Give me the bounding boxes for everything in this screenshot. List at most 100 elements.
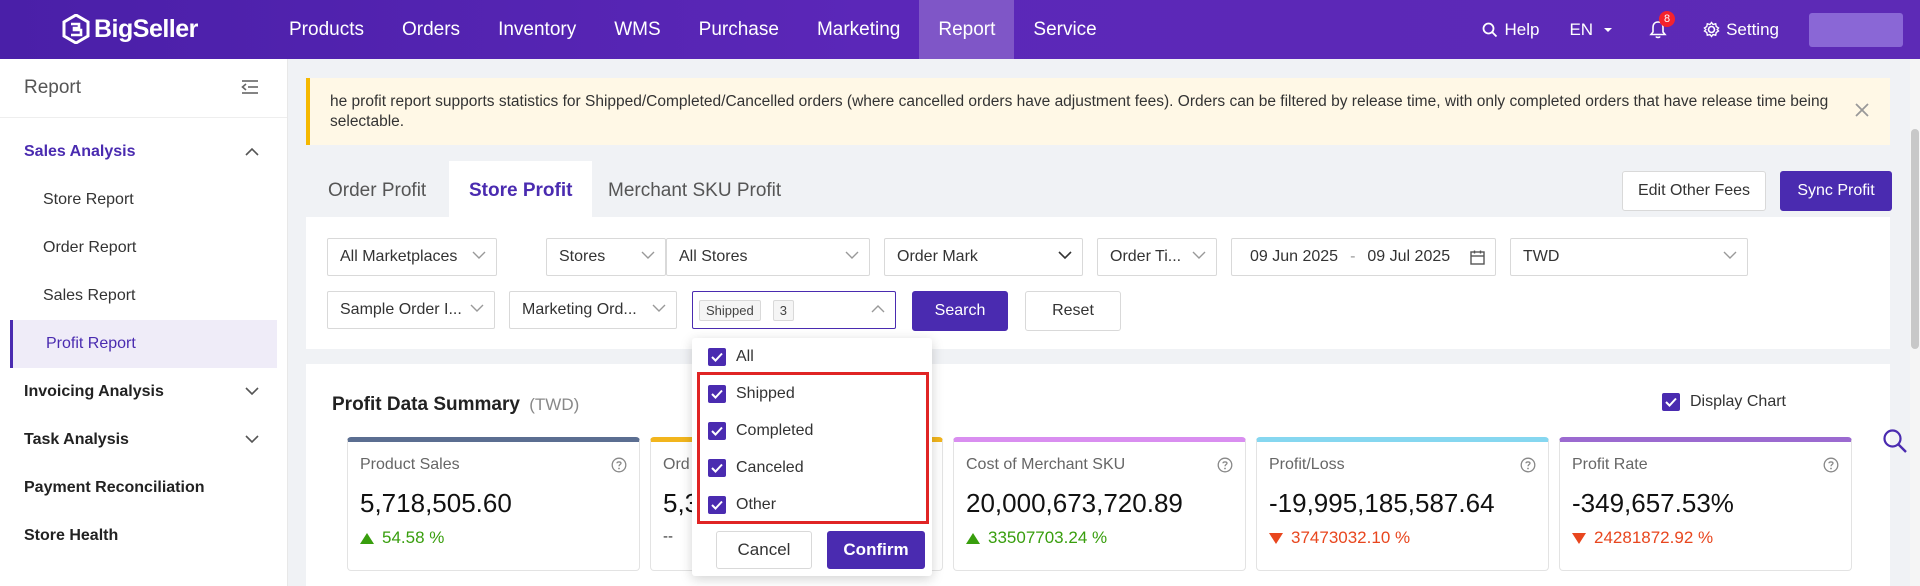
sidebar-group-task-analysis[interactable]: Task Analysis [0,416,287,464]
nav-products[interactable]: Products [289,18,364,40]
tab-store-profit[interactable]: Store Profit [449,161,593,217]
chevron-down-icon [1192,251,1206,259]
sidebar-header: Report [0,59,287,118]
stores-select-value: All Stores [679,248,748,265]
search-button[interactable]: Search [912,291,1008,331]
metric-change: 37473032.10 % [1269,528,1536,548]
stores-select[interactable]: All Stores [666,238,870,276]
status-option-shipped[interactable]: Shipped [708,380,795,408]
collapse-menu-icon[interactable] [241,79,259,95]
status-option-all[interactable]: All [708,343,754,371]
marketing-order-select[interactable]: Marketing Ord... [509,291,677,329]
metric-card-cost-of-merchant-sku: Cost of Merchant SKU 20,000,673,720.89 3… [953,437,1246,571]
nav-marketing[interactable]: Marketing [816,18,901,40]
sidebar-group-store-health[interactable]: Store Health [24,527,119,544]
metric-change: 54.58 % [360,528,627,548]
metric-change-value: 37473032.10 % [1291,528,1411,547]
tab-merchant-sku-profit[interactable]: Merchant SKU Profit [608,180,782,201]
currency-select-value: TWD [1523,248,1560,265]
user-avatar[interactable] [1809,12,1903,47]
marketplace-select[interactable]: All Marketplaces [327,238,497,276]
page-scrollbar[interactable] [1910,59,1920,586]
metric-label: Ord [663,456,690,473]
order-mark-select[interactable]: Order Mark [884,238,1083,276]
sample-order-select[interactable]: Sample Order I... [327,291,495,329]
language-selector[interactable]: EN [1569,20,1619,40]
gear-icon [1703,21,1720,38]
metric-change-value: 54.58 % [382,528,445,547]
metric-change-value: 33507703.24 % [988,528,1108,547]
status-option-other[interactable]: Other [708,491,776,519]
checkbox-checked-icon [1661,393,1680,411]
notifications-button[interactable]: 8 [1649,11,1676,39]
status-option-label: All [736,348,754,365]
profit-data-summary: Profit Data Summary (TWD) Display Chart … [306,364,1890,586]
help-circle-icon[interactable] [1217,457,1233,473]
summary-currency: (TWD) [529,395,580,414]
help-circle-icon[interactable] [1823,457,1839,473]
metric-change: -- [663,528,673,545]
status-option-canceled[interactable]: Canceled [708,454,804,482]
nav-inventory[interactable]: Inventory [498,18,577,40]
order-time-type-select[interactable]: Order Ti... [1097,238,1217,276]
setting-label: Setting [1726,19,1779,39]
date-from: 09 Jun 2025 [1250,248,1339,265]
nav-wms[interactable]: WMS [614,18,661,40]
alert-text: he profit report supports statistics for… [330,93,1829,130]
checkbox-checked-icon [708,422,726,440]
chevron-down-icon [652,304,666,312]
chevron-up-icon [245,147,259,156]
metric-card-profit-rate: Profit Rate -349,657.53% 24281872.92 % [1559,437,1852,571]
sidebar-group-payment-reconciliation[interactable]: Payment Reconciliation [24,479,205,496]
close-icon[interactable] [1854,102,1870,118]
tab-order-profit[interactable]: Order Profit [328,180,427,201]
metric-label: Profit Rate [1572,456,1648,473]
sidebar-item-profit-report[interactable]: Profit Report [10,320,277,368]
summary-title-text: Profit Data Summary [332,394,520,415]
help-link[interactable]: Help [1482,20,1539,40]
nav-orders[interactable]: Orders [401,18,461,40]
nav-purchase[interactable]: Purchase [698,18,779,40]
sidebar: Report Sales Analysis Store Report Order… [0,59,288,586]
scrollbar-thumb[interactable] [1911,129,1919,349]
sidebar-item-sales-report[interactable]: Sales Report [43,287,136,304]
top-nav-bar: BigSeller Products Orders Inventory WMS … [0,0,1920,59]
bigseller-logo[interactable]: BigSeller [62,14,198,44]
nav-service[interactable]: Service [1033,18,1097,40]
sidebar-group-label: Sales Analysis [24,143,136,160]
sidebar-item-order-report[interactable]: Order Report [43,239,137,256]
metric-value: 5,718,505.60 [360,488,512,518]
help-circle-icon[interactable] [1520,457,1536,473]
sidebar-group-label: Invoicing Analysis [24,383,164,400]
floating-search-icon[interactable] [1882,428,1908,454]
status-count-tag: 3 [772,299,794,321]
chevron-down-icon [470,304,484,312]
store-type-select[interactable]: Stores [546,238,666,276]
dropdown-confirm-button[interactable]: Confirm [827,531,925,569]
edit-other-fees-button[interactable]: Edit Other Fees [1622,171,1766,211]
marketing-order-select-value: Marketing Ord... [522,301,637,318]
main-nav: Products Orders Inventory WMS Purchase M… [270,0,1116,59]
date-separator: - [1350,248,1356,265]
currency-select[interactable]: TWD [1510,238,1748,276]
display-chart-toggle[interactable]: Display Chart [1661,393,1786,411]
nav-report[interactable]: Report [919,0,1015,59]
status-option-completed[interactable]: Completed [708,417,813,445]
metric-change: 33507703.24 % [966,528,1233,548]
highlight-annotation-box [697,372,929,524]
chevron-down-icon [472,251,486,259]
dropdown-cancel-button[interactable]: Cancel [716,531,812,569]
sidebar-group-sales-analysis[interactable]: Sales Analysis [0,128,287,176]
summary-title: Profit Data Summary (TWD) [332,394,579,416]
date-range-picker[interactable]: 09 Jun 2025 - 09 Jul 2025 [1231,238,1496,276]
order-status-select[interactable]: Shipped 3 [692,291,896,329]
sidebar-group-invoicing-analysis[interactable]: Invoicing Analysis [0,368,287,416]
help-circle-icon[interactable] [611,457,627,473]
setting-link[interactable]: Setting [1703,20,1779,40]
sync-profit-button[interactable]: Sync Profit [1780,171,1892,211]
sidebar-item-store-report[interactable]: Store Report [43,191,134,208]
reset-button[interactable]: Reset [1025,291,1121,331]
display-chart-label: Display Chart [1689,393,1786,410]
sample-order-select-value: Sample Order I... [340,301,462,318]
date-to: 09 Jul 2025 [1367,248,1451,265]
